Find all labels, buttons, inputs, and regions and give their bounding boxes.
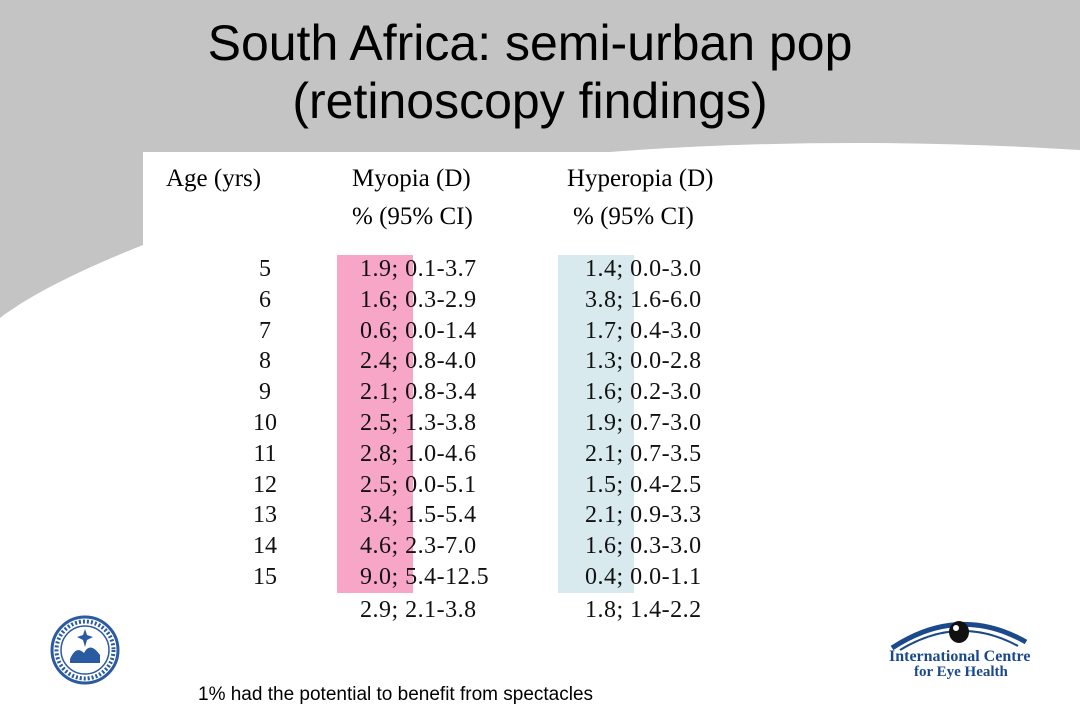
hyperopia-cell: 1.3; 0.0-2.8 xyxy=(585,348,702,374)
age-cell: 7 xyxy=(259,318,271,344)
hyperopia-cell: 1.4; 0.0-3.0 xyxy=(585,256,702,282)
table-panel xyxy=(143,152,793,622)
myopia-cell: 2.1; 0.8-3.4 xyxy=(360,379,477,405)
age-cell: 15 xyxy=(253,564,277,590)
slide-title: South Africa: semi-urban pop (retinoscop… xyxy=(0,14,1060,130)
age-cell: 9 xyxy=(259,379,271,405)
iceh-logo-line-1: International Centre xyxy=(889,648,1031,665)
header-myopia-sub: % (95% CI) xyxy=(352,203,473,230)
hyperopia-highlight-band xyxy=(558,255,634,593)
header-hyperopia-sub: % (95% CI) xyxy=(573,203,694,230)
footnote: 1% had the potential to benefit from spe… xyxy=(198,684,594,705)
eye-arc-icon xyxy=(890,621,1028,651)
hyperopia-cell: 1.9; 0.7-3.0 xyxy=(585,410,702,436)
iceh-logo-line-2: for Eye Health xyxy=(914,664,1008,680)
myopia-cell: 2.5; 1.3-3.8 xyxy=(360,410,477,436)
myopia-cell: 2.4; 0.8-4.0 xyxy=(360,348,477,374)
iceh-logo: International Centre for Eye Health xyxy=(884,612,1034,680)
hyperopia-cell: 2.1; 0.7-3.5 xyxy=(585,441,702,467)
age-cell: 8 xyxy=(259,348,271,374)
myopia-cell: 2.5; 0.0-5.1 xyxy=(360,472,477,498)
myopia-cell: 3.4; 1.5-5.4 xyxy=(360,502,477,528)
hyperopia-cell: 1.5; 0.4-2.5 xyxy=(585,472,702,498)
hyperopia-cell: 1.6; 0.2-3.0 xyxy=(585,379,702,405)
total-hyperopia: 1.8; 1.4-2.2 xyxy=(585,597,702,623)
hyperopia-cell: 1.7; 0.4-3.0 xyxy=(585,318,702,344)
header-hyperopia: Hyperopia (D) xyxy=(567,165,714,192)
age-cell: 14 xyxy=(253,533,277,559)
age-cell: 10 xyxy=(253,410,277,436)
header-age: Age (yrs) xyxy=(166,165,262,192)
myopia-cell: 0.6; 0.0-1.4 xyxy=(360,318,477,344)
myopia-cell: 1.9; 0.1-3.7 xyxy=(360,256,477,282)
hyperopia-cell: 2.1; 0.9-3.3 xyxy=(585,502,702,528)
header-myopia: Myopia (D) xyxy=(352,165,471,192)
myopia-highlight-band xyxy=(337,255,413,593)
hyperopia-cell: 1.6; 0.3-3.0 xyxy=(585,533,702,559)
hyperopia-cell: 0.4; 0.0-1.1 xyxy=(585,564,702,590)
myopia-cell: 9.0; 5.4-12.5 xyxy=(360,564,490,590)
age-cell: 6 xyxy=(259,287,271,313)
lshtm-seal-logo xyxy=(50,615,120,685)
age-cell: 5 xyxy=(259,256,271,282)
title-line-1: South Africa: semi-urban pop xyxy=(207,15,853,71)
myopia-cell: 2.8; 1.0-4.6 xyxy=(360,441,477,467)
myopia-cell: 1.6; 0.3-2.9 xyxy=(360,287,477,313)
age-cell: 13 xyxy=(253,502,277,528)
total-myopia: 2.9; 2.1-3.8 xyxy=(360,597,477,623)
myopia-cell: 4.6; 2.3-7.0 xyxy=(360,533,477,559)
hyperopia-cell: 3.8; 1.6-6.0 xyxy=(585,287,702,313)
title-line-2: (retinoscopy findings) xyxy=(292,73,768,129)
age-cell: 12 xyxy=(253,472,277,498)
age-cell: 11 xyxy=(253,441,277,467)
